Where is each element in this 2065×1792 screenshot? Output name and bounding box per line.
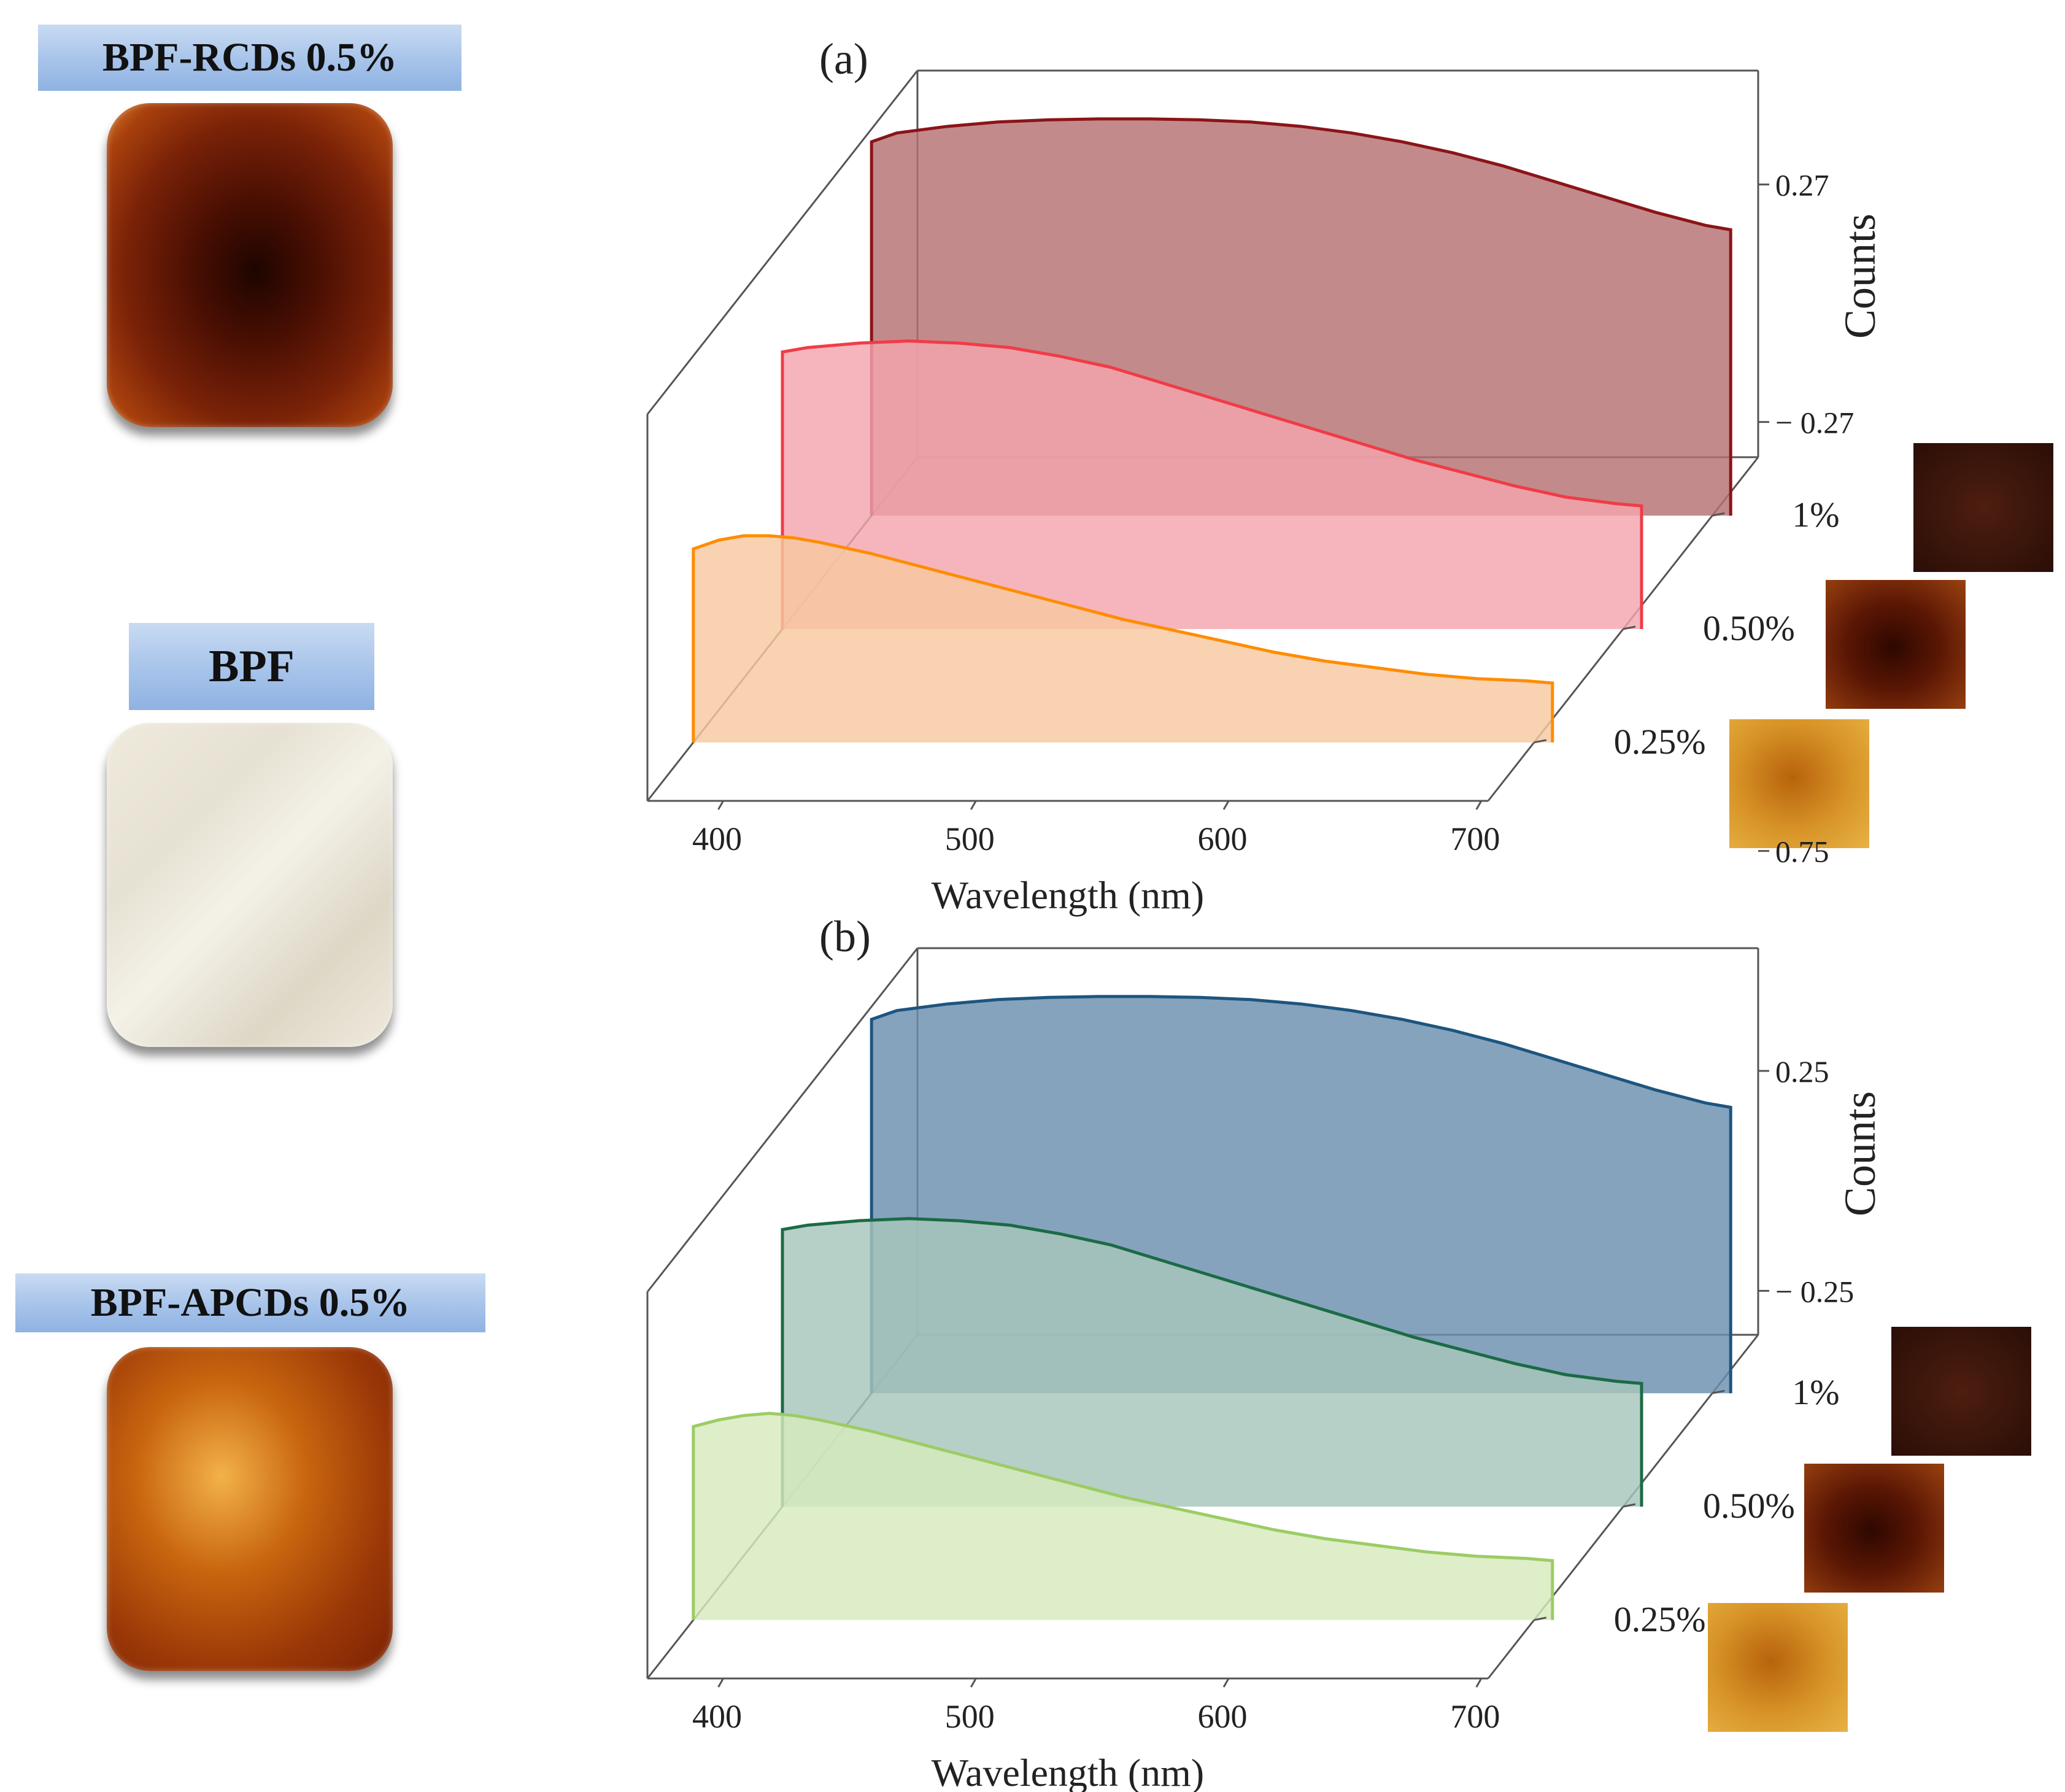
x-tick-label: 700 (1450, 1698, 1500, 1735)
x-axis-label: Wavelength (nm) (932, 1751, 1204, 1792)
series-area-0.50% (782, 1218, 1642, 1507)
panel-b: 400 500 600 700 Wavelength (nm) 0.75 0.25 − 0.2… (646, 835, 1885, 1792)
depth-tick (1623, 625, 1636, 630)
x-tick (1222, 1678, 1230, 1688)
series-line-0.50% (781, 1217, 1643, 1507)
film-photo-apcd (107, 1347, 393, 1671)
depth-tick (1712, 512, 1725, 517)
z-tick-label: 0.25 (1775, 1054, 1829, 1089)
series-line-1% (870, 117, 1732, 516)
thumb-a-050pct (1826, 580, 1966, 709)
depth-tick (1534, 739, 1547, 744)
series-line-0.50% (781, 339, 1643, 629)
series-line-0.25% (692, 534, 1554, 743)
series-area-0.50% (782, 341, 1642, 629)
x-axis-label: Wavelength (nm) (932, 873, 1204, 917)
x-tick (970, 1678, 977, 1688)
z-tick-label: 0.27 (1775, 168, 1829, 203)
panel-label: (b) (819, 912, 871, 961)
frame-line (646, 70, 919, 415)
thumb-a-1pct (1913, 443, 2053, 572)
x-tick (1222, 800, 1230, 810)
depth-tick (1623, 1503, 1636, 1508)
z-tick-label: − 0.27 (1775, 406, 1854, 440)
depth-tick-label: 0.50% (1703, 1486, 1795, 1526)
z-axis-label: Counts (1835, 1091, 1885, 1216)
frame-line (646, 948, 919, 1292)
x-tick-label: 400 (692, 1698, 742, 1735)
thumb-b-1pct (1891, 1327, 2031, 1456)
series-area-0.25% (693, 535, 1553, 743)
depth-tick (1534, 1616, 1547, 1621)
thumb-a-025pct (1729, 719, 1869, 848)
film-label-bpf: BPF (129, 623, 374, 710)
x-tick (1475, 1678, 1483, 1688)
x-tick-label: 600 (1198, 1698, 1248, 1735)
depth-tick-label: 1% (1792, 495, 1839, 535)
x-tick-label: 700 (1450, 821, 1500, 857)
depth-tick-label: 0.50% (1703, 608, 1795, 648)
series-line-1% (870, 995, 1732, 1394)
x-tick-label: 600 (1198, 821, 1248, 857)
thumb-b-050pct (1804, 1464, 1944, 1593)
z-tick-label: − 0.25 (1775, 1274, 1854, 1308)
film-label-rcd: BPF-RCDs 0.5% (38, 25, 461, 91)
x-tick (1475, 800, 1483, 810)
series-line-0.25% (692, 1412, 1554, 1620)
depth-tick-label: 1% (1792, 1372, 1839, 1412)
x-tick (717, 1678, 724, 1688)
depth-tick-label: 0.25% (1614, 1599, 1706, 1639)
x-tick-label: 500 (945, 1698, 995, 1735)
film-photo-rcd (107, 103, 393, 427)
depth-tick-label: 0.25% (1614, 722, 1706, 762)
x-tick-label: 500 (945, 821, 995, 857)
depth-tick (1712, 1389, 1725, 1394)
x-tick-label: 400 (692, 821, 742, 857)
z-tick-label: 0.75 (1775, 835, 1829, 869)
film-label-apcd: BPF-APCDs 0.5% (15, 1273, 485, 1332)
panel-label: (a) (819, 34, 868, 83)
series-area-0.25% (693, 1413, 1553, 1620)
x-tick (717, 800, 724, 810)
film-photo-bpf (107, 723, 393, 1047)
x-tick (970, 800, 977, 810)
thumb-b-025pct (1708, 1603, 1848, 1732)
z-axis-label: Counts (1835, 214, 1885, 339)
